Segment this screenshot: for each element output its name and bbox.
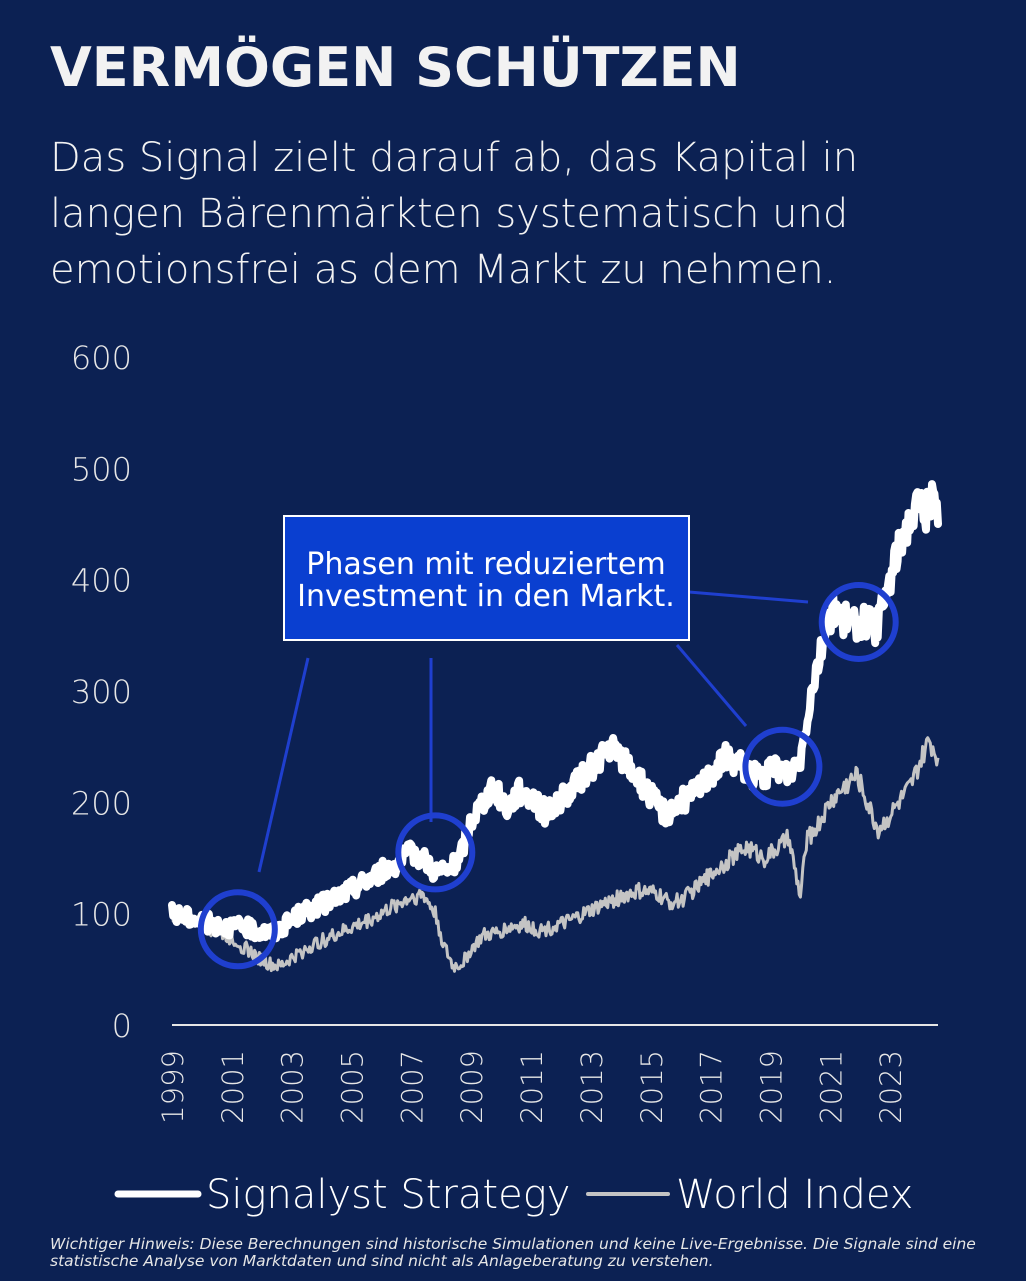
x-tick-label: 2009 [455, 1050, 489, 1124]
page-subtitle: Das Signal zielt darauf ab, das Kapital … [50, 135, 859, 293]
y-tick-label: 600 [71, 339, 132, 377]
x-tick-label: 2003 [276, 1050, 310, 1124]
series-line-signalyst-strategy [168, 480, 942, 943]
y-tick-label: 200 [71, 784, 132, 822]
x-tick-label: 2013 [575, 1050, 609, 1124]
x-tick-label: 2019 [754, 1050, 788, 1124]
y-tick-label: 400 [71, 562, 132, 600]
x-tick-label: 2011 [515, 1050, 549, 1124]
legend-label-index: World Index [676, 1172, 913, 1218]
highlight-circle [742, 726, 823, 807]
y-tick-label: 300 [71, 673, 132, 711]
legend-label-strategy: Signalyst Strategy [206, 1172, 570, 1218]
highlight-circles [197, 581, 899, 970]
x-axis-ticks: 1999 2001 2003 2005 2007 2009 2011 2013 2015 2017… [156, 1050, 908, 1124]
line-chart: 0 100 200 300 400 500 600 1999 2001 2003 2005 2007… [71, 339, 942, 1218]
y-tick-label: 100 [71, 896, 132, 934]
annotation-connector-line [675, 644, 748, 727]
legend: Signalyst Strategy World Index [114, 1172, 913, 1218]
highlight-circle [197, 889, 278, 970]
page-title: VERMÖGEN SCHÜTZEN [50, 36, 741, 99]
x-tick-label: 2007 [395, 1050, 429, 1124]
x-tick-label: 2005 [336, 1050, 370, 1124]
annotation-line-2: Investment in den Markt. [297, 579, 675, 614]
y-axis-ticks: 0 100 200 300 400 500 600 [71, 339, 132, 1045]
x-tick-label: 1999 [156, 1050, 190, 1124]
highlight-circle [395, 812, 476, 893]
annotation-box: Phasen mit reduziertem Investment in den… [283, 515, 690, 641]
x-tick-label: 2021 [814, 1050, 848, 1124]
annotation-connectors [257, 590, 809, 873]
highlight-circle [818, 581, 899, 662]
x-tick-label: 2023 [874, 1050, 908, 1124]
annotation-box-background [283, 515, 690, 641]
annotation-line-1: Phasen mit reduziertem [306, 547, 666, 582]
y-tick-label: 0 [112, 1007, 132, 1045]
series-line-world-index [170, 736, 940, 973]
series-lines [168, 480, 942, 973]
annotation-connector-line [257, 657, 310, 873]
x-tick-label: 2001 [216, 1050, 250, 1124]
x-tick-label: 2015 [635, 1050, 669, 1124]
annotation-connector-line [688, 590, 809, 604]
disclaimer-note: Wichtiger Hinweis: Diese Berechnungen si… [50, 1235, 976, 1270]
y-tick-label: 500 [71, 450, 132, 488]
x-tick-label: 2017 [695, 1050, 729, 1124]
